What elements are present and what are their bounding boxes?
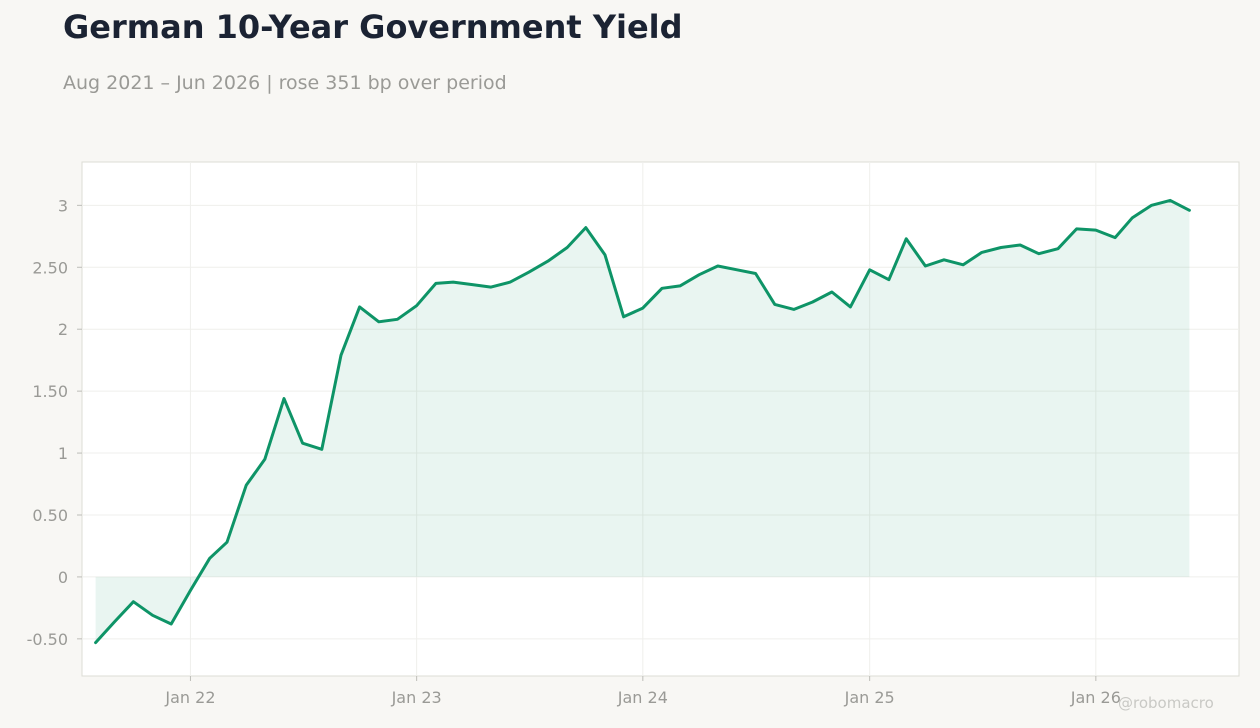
y-tick-label: 0 (58, 568, 68, 587)
y-tick-label: 2 (58, 320, 68, 339)
x-tick-label: Jan 25 (844, 688, 895, 707)
y-tick-label: 1 (58, 444, 68, 463)
watermark: @robomacro (1118, 694, 1214, 712)
area-fill (95, 200, 1190, 643)
chart-subtitle: Aug 2021 – Jun 2026 | rose 351 bp over p… (63, 72, 507, 94)
chart-title: German 10-Year Government Yield (63, 8, 683, 46)
grid-lines (82, 162, 1239, 676)
y-axis-ticks: -0.50 0 0.50 1 1.50 2 2.50 3 (27, 196, 82, 649)
y-tick-label: 0.50 (32, 506, 68, 525)
y-tick-label: 3 (58, 196, 68, 215)
y-tick-label: -0.50 (27, 630, 68, 649)
x-tick-label: Jan 26 (1070, 688, 1121, 707)
y-tick-label: 2.50 (32, 258, 68, 277)
x-tick-label: Jan 24 (617, 688, 668, 707)
series-line (94, 198, 1191, 645)
y-tick-label: 1.50 (32, 382, 68, 401)
x-axis-ticks: Jan 22 Jan 23 Jan 24 Jan 25 Jan 26 (164, 676, 1121, 707)
x-tick-label: Jan 22 (164, 688, 215, 707)
x-tick-label: Jan 23 (391, 688, 442, 707)
plot-area (81, 161, 1240, 677)
